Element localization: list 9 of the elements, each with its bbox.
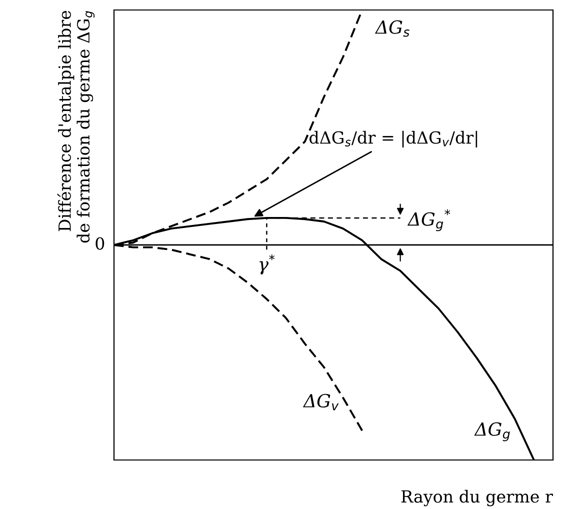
text: 0 bbox=[96, 237, 104, 250]
x-axis-title: Rayon du germe r bbox=[401, 490, 553, 506]
series-label: ΔG$_{v}$ bbox=[302, 394, 339, 410]
y-axis-title: Différence d'entalpie libre de formation du germe ΔG$_{g}$ bbox=[57, 10, 95, 243]
annotation: γ$^{*}$ bbox=[260, 254, 275, 274]
annotation: ΔG$_{g}$$^{*}$ bbox=[407, 209, 450, 232]
series-label: ΔG$_{s}$ bbox=[374, 20, 410, 37]
annotation: dΔG$_{s}$/dr = |dΔG$_{v}$/dr| bbox=[310, 130, 478, 148]
series-label: ΔG$_{g}$ bbox=[474, 422, 510, 442]
